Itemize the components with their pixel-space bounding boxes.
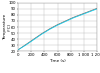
T° oil_exp — [96, 8, 98, 9]
T° huile_num — [96, 8, 98, 9]
T° huile_num — [25, 44, 26, 45]
T° oil_exp — [25, 45, 26, 46]
T° oil_exp — [41, 34, 42, 35]
T° huile_num — [17, 49, 19, 50]
T° oil_exp — [17, 49, 19, 50]
Line: T° oil_exp: T° oil_exp — [18, 9, 97, 50]
X-axis label: Time (s): Time (s) — [49, 59, 66, 63]
T° oil_exp — [33, 39, 34, 40]
Line: T° huile_num: T° huile_num — [18, 8, 97, 50]
T° huile_num — [73, 17, 74, 18]
T° huile_num — [88, 11, 90, 12]
T° huile_num — [41, 33, 42, 34]
Y-axis label: Temperature
(°C): Temperature (°C) — [3, 14, 11, 40]
T° huile_num — [49, 28, 50, 29]
T° huile_num — [57, 24, 58, 25]
T° oil_exp — [49, 29, 50, 30]
T° oil_exp — [57, 25, 58, 26]
T° oil_exp — [65, 21, 66, 22]
T° huile_num — [81, 14, 82, 15]
